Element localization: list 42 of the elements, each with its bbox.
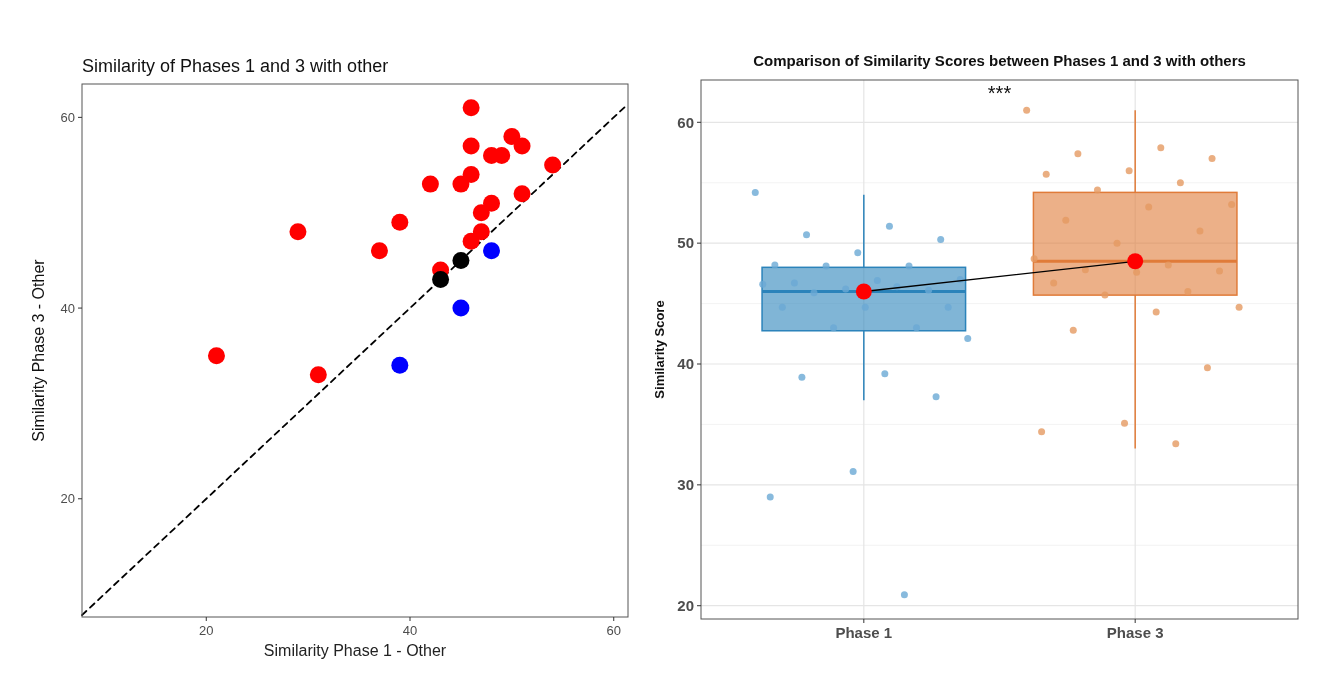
point: [544, 156, 562, 174]
x-axis-title: Similarity Phase 1 - Other: [263, 642, 447, 659]
point: [289, 223, 307, 241]
x-tick-label: 40: [402, 623, 418, 638]
chart-title: Comparison of Similarity Scores between Phases 1 and 3 with others: [753, 52, 1246, 69]
y-tick-label: 40: [677, 355, 694, 373]
point: [391, 213, 409, 231]
point: [462, 232, 480, 250]
x-tick-label: Phase 1: [835, 624, 893, 641]
point: [391, 356, 409, 374]
point: [503, 127, 521, 145]
point: [472, 223, 490, 241]
x-tick-label: 60: [606, 623, 621, 638]
x-tick-label: 20: [199, 623, 214, 638]
point: [513, 185, 531, 203]
x-tick-label: Phase 3: [1106, 624, 1164, 641]
point: [432, 270, 450, 288]
y-axis-title: Similarity Score: [652, 300, 667, 399]
point: [207, 347, 225, 365]
annotation: ***: [987, 82, 1012, 104]
point: [462, 166, 480, 184]
y-tick-label: 60: [677, 113, 694, 131]
point: [462, 137, 480, 155]
y-tick-label: 60: [60, 109, 75, 125]
y-tick-label: 30: [677, 476, 694, 494]
chart-title: Similarity of Phases 1 and 3 with other: [82, 56, 389, 76]
point: [483, 194, 500, 212]
y-tick-label: 40: [60, 300, 75, 316]
point: [309, 366, 327, 384]
y-tick-label: 50: [677, 234, 694, 252]
point: [483, 242, 500, 260]
y-tick-label: 20: [677, 596, 694, 614]
point: [462, 99, 480, 117]
y-axis-title: Similarity Phase 3 - Other: [30, 258, 47, 442]
point: [452, 251, 470, 269]
point: [421, 175, 439, 193]
point: [472, 204, 490, 222]
point: [513, 137, 531, 155]
point: [370, 242, 388, 260]
point: [452, 175, 470, 193]
point: [452, 299, 470, 317]
y-tick-label: 20: [60, 491, 75, 507]
